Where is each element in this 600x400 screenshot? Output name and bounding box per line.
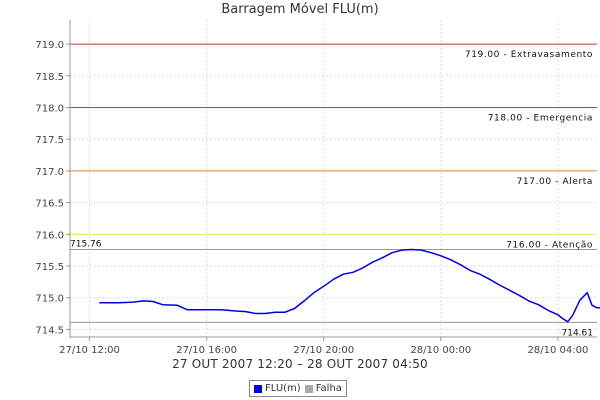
y-tick-label: 714.5 (35, 325, 64, 336)
y-tick-label: 715.0 (35, 294, 64, 305)
y-tick-label: 718.0 (35, 103, 64, 114)
legend-label: FLU(m) (265, 383, 301, 394)
threshold-label: 717.00 - Alerta (517, 177, 593, 187)
y-tick-label: 717.5 (35, 135, 64, 146)
labels: 719.00 - Extravasamento 718.00 - Emergenc… (70, 50, 593, 338)
threshold-label: 716.00 - Atenção (506, 240, 593, 250)
max-marker-label: 715.76 (70, 240, 102, 250)
legend-swatch (304, 384, 313, 393)
x-tick-label: 27/10 16:00 (176, 345, 237, 356)
legend-item: FLU(m) (254, 383, 301, 394)
chart-title: Barragem Móvel FLU(m) (221, 2, 379, 17)
legend-label: Falha (315, 383, 342, 394)
x-tick-label: 28/10 00:00 (410, 345, 471, 356)
y-tick-label: 719.0 (35, 40, 64, 51)
min-marker-label: 714.61 (562, 328, 594, 338)
chart-subtitle: 27 OUT 2007 12:20 – 28 OUT 2007 04:50 (172, 357, 428, 371)
threshold-label: 719.00 - Extravasamento (465, 50, 593, 60)
x-tick-label: 28/10 04:00 (528, 345, 589, 356)
y-tick-label: 716.0 (35, 230, 64, 241)
y-tick-label: 718.5 (35, 72, 64, 83)
y-tick-label: 715.5 (35, 262, 64, 273)
legend: FLU(m) Falha (249, 380, 347, 397)
legend-item: Falha (304, 383, 342, 394)
threshold-label: 718.00 - Emergencia (488, 113, 593, 123)
y-tick-label: 716.5 (35, 199, 64, 210)
threshold-lines (70, 43, 597, 323)
x-tick-label: 27/10 12:00 (59, 345, 120, 356)
series-layer (99, 248, 600, 323)
series-line-flu (99, 248, 600, 323)
legend-swatch (254, 384, 262, 393)
x-tick-label: 27/10 20:00 (293, 345, 354, 356)
axes: 714.5 715.0 715.5 716.0 716.5 717.0 717.5 718.0… (35, 20, 597, 356)
y-tick-label: 717.0 (35, 167, 64, 178)
grid-lines (70, 20, 597, 337)
